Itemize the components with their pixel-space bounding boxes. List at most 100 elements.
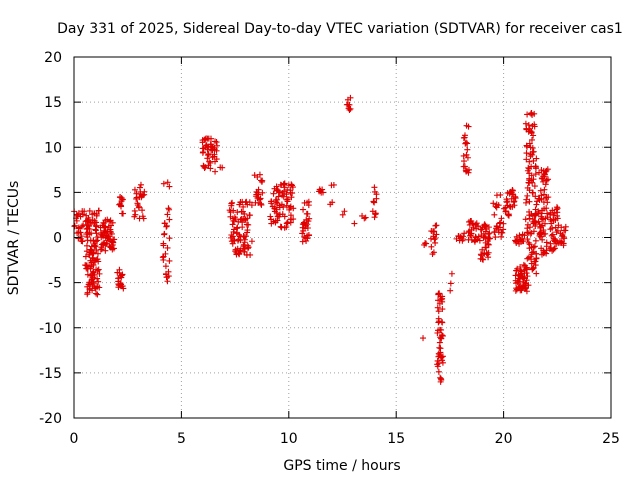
data-point <box>141 191 148 198</box>
y-tick-label: 15 <box>44 95 62 111</box>
data-point <box>494 223 501 230</box>
data-point <box>520 238 527 245</box>
data-point <box>255 191 262 198</box>
data-point <box>79 211 86 218</box>
data-point <box>109 219 116 226</box>
data-point <box>548 220 555 227</box>
data-point <box>464 146 471 153</box>
data-point <box>135 203 142 210</box>
data-point <box>543 205 550 212</box>
data-point <box>439 353 446 360</box>
data-point <box>434 304 441 311</box>
data-point <box>485 241 492 248</box>
data-point <box>523 150 530 157</box>
data-point <box>229 199 236 206</box>
data-point <box>93 256 100 263</box>
data-point <box>232 216 239 223</box>
data-point <box>522 216 529 223</box>
y-tick-label: -20 <box>39 411 62 427</box>
y-tick-label: -15 <box>39 366 62 382</box>
data-point <box>461 230 468 237</box>
data-point <box>478 226 485 233</box>
data-point <box>256 196 263 203</box>
data-point <box>304 210 311 217</box>
data-point <box>199 149 206 156</box>
data-point <box>476 237 483 244</box>
data-point <box>120 285 127 292</box>
x-tick-label: 10 <box>280 431 298 447</box>
data-point <box>526 140 533 147</box>
data-points <box>71 94 569 385</box>
data-point <box>525 282 532 289</box>
y-tick-label: -10 <box>39 321 62 337</box>
data-point <box>100 220 107 227</box>
data-point <box>234 229 241 236</box>
data-point <box>83 242 90 249</box>
data-point <box>93 238 100 245</box>
data-point <box>166 257 173 264</box>
data-point <box>341 208 348 215</box>
data-point <box>275 188 282 195</box>
data-point <box>523 288 530 295</box>
y-axis-label: SDTVAR / TECUs <box>6 181 22 296</box>
data-point <box>102 247 109 254</box>
data-point <box>283 224 290 231</box>
data-point <box>256 171 263 178</box>
data-point <box>305 198 312 205</box>
data-point <box>435 297 442 304</box>
data-point <box>84 271 91 278</box>
data-point <box>300 206 307 213</box>
data-point <box>273 206 280 213</box>
data-point <box>257 195 264 202</box>
data-point <box>95 207 102 214</box>
data-point <box>306 215 313 222</box>
data-point <box>347 94 354 101</box>
data-point <box>214 142 221 149</box>
data-point <box>428 243 435 250</box>
data-point <box>482 222 489 229</box>
data-point <box>71 222 78 229</box>
data-point <box>542 181 549 188</box>
data-point <box>486 235 493 242</box>
data-point <box>160 240 167 247</box>
data-point <box>541 186 548 193</box>
data-point <box>522 285 529 292</box>
data-point <box>503 199 510 206</box>
data-point <box>283 202 290 209</box>
data-point <box>511 198 518 205</box>
data-point <box>434 329 441 336</box>
data-point <box>505 212 512 219</box>
y-tick-label: -5 <box>48 276 62 292</box>
grid <box>74 57 611 418</box>
axis-ticks <box>73 56 612 419</box>
data-point <box>137 181 144 188</box>
data-point <box>447 280 454 287</box>
data-point <box>240 203 247 210</box>
data-point <box>481 221 488 228</box>
data-point <box>500 220 507 227</box>
data-point <box>81 208 88 215</box>
data-point <box>492 234 499 241</box>
data-point <box>475 233 482 240</box>
data-point <box>163 222 170 229</box>
data-point <box>529 189 536 196</box>
chart-title: Day 331 of 2025, Sidereal Day-to-day VTE… <box>57 21 623 37</box>
data-point <box>435 368 442 375</box>
data-point <box>93 212 100 219</box>
data-point <box>83 248 90 255</box>
data-point <box>351 220 358 227</box>
data-point <box>524 273 531 280</box>
data-point <box>244 227 251 234</box>
data-point <box>526 198 533 205</box>
data-point <box>229 221 236 228</box>
data-point <box>497 191 504 198</box>
data-point <box>305 231 312 238</box>
data-point <box>79 238 86 245</box>
data-point <box>164 244 171 251</box>
data-point <box>538 192 545 199</box>
data-point <box>539 236 546 243</box>
data-point <box>521 232 528 239</box>
data-point <box>475 223 482 230</box>
data-point <box>533 201 540 208</box>
